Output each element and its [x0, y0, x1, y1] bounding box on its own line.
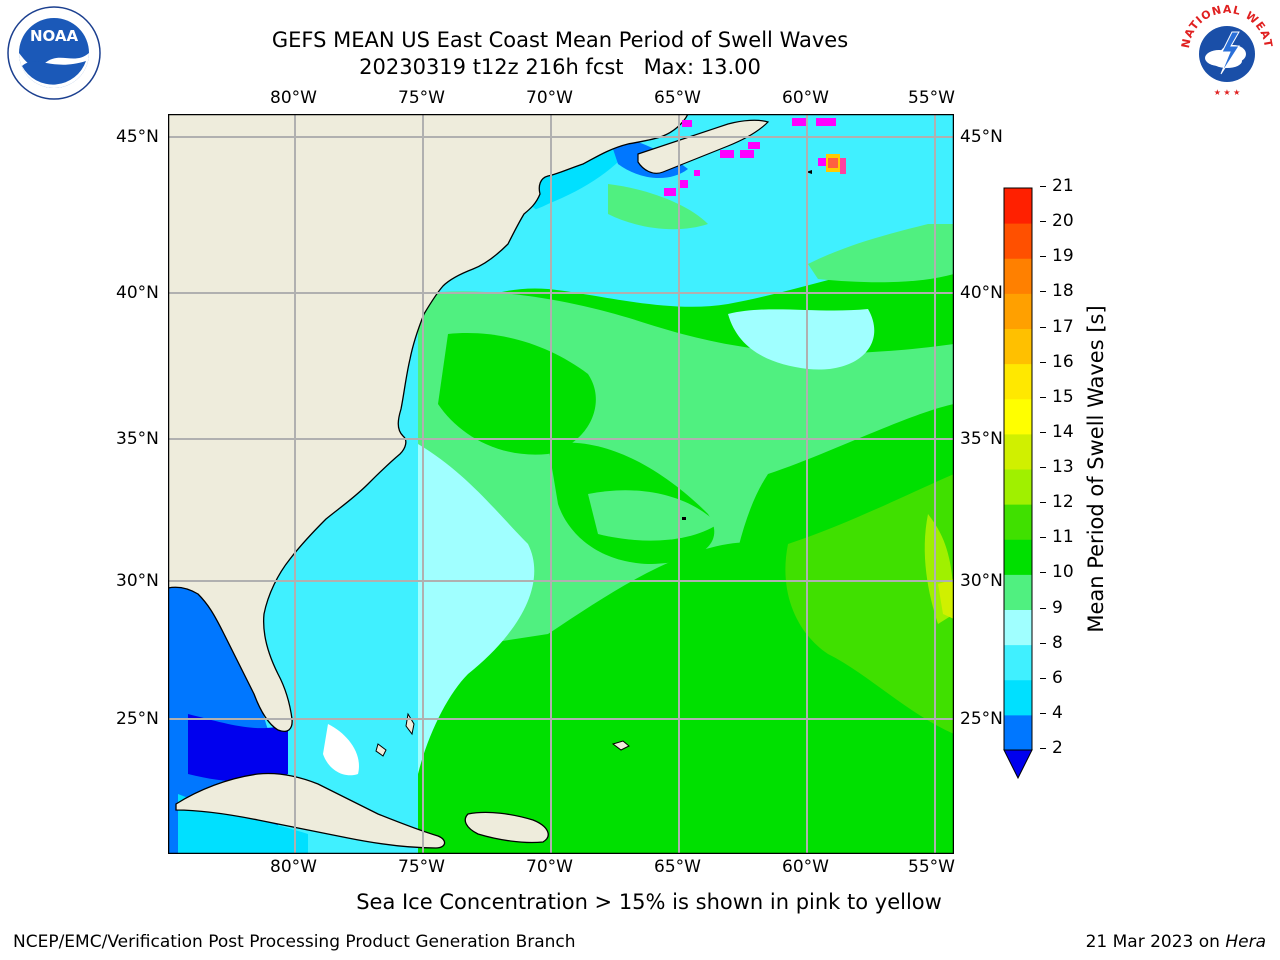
colorbar-tick-label: 10: [1052, 562, 1074, 583]
lat-label-left-40n: 40°N: [116, 283, 159, 303]
map-title: GEFS MEAN US East Coast Mean Period of S…: [271, 28, 849, 52]
colorbar-tick-mark: [1040, 431, 1046, 433]
colorbar-tick-label: 14: [1052, 421, 1074, 442]
lon-label-top-70w: 70°W: [526, 88, 573, 108]
svg-text:★ ★ ★: ★ ★ ★: [1214, 88, 1241, 97]
land-hispaniola: [464, 811, 549, 844]
land-cuba: [175, 772, 446, 849]
footer-credit: NCEP/EMC/Verification Post Processing Pr…: [13, 932, 576, 952]
colorbar-tick-label: 21: [1052, 176, 1074, 196]
colorbar-extend-triangle: [1003, 749, 1033, 780]
colorbar-band: [1004, 714, 1032, 751]
colorbar-tick-label: 15: [1052, 386, 1074, 407]
land-us-east: [168, 114, 689, 733]
land-nova-scotia: [637, 119, 770, 174]
lat-label-right-25n: 25°N: [960, 709, 1003, 729]
lon-label-top-65w: 65°W: [654, 88, 701, 108]
noaa-logo-text: NOAA: [30, 27, 79, 45]
colorbar-band: [1004, 433, 1032, 470]
footer-date: 21 Mar 2023 on Hera: [1086, 932, 1266, 952]
lon-label-bottom-75w: 75°W: [398, 857, 445, 877]
swell-period-map: [167, 113, 955, 855]
colorbar-band: [1004, 363, 1032, 400]
colorbar-tick-label: 17: [1052, 316, 1074, 337]
colorbar-tick-label: 11: [1052, 527, 1074, 548]
map-panel: [167, 113, 955, 855]
colorbar-tick-mark: [1040, 642, 1046, 644]
colorbar-tick-mark: [1040, 677, 1046, 679]
colorbar-tick-label: 19: [1052, 246, 1074, 267]
colorbar-band: [1004, 398, 1032, 435]
map-grid: [168, 114, 954, 854]
lon-label-bottom-65w: 65°W: [654, 857, 701, 877]
colorbar-tick-label: 12: [1052, 492, 1074, 513]
lat-label-right-45n: 45°N: [960, 127, 1003, 147]
colorbar-tick-mark: [1040, 221, 1046, 223]
colorbar-tick-mark: [1040, 572, 1046, 574]
colorbar-tick-mark: [1040, 748, 1046, 749]
colorbar-tick-mark: [1040, 467, 1046, 468]
colorbar-tick-label: 18: [1052, 281, 1074, 302]
colorbar-band: [1004, 258, 1032, 294]
colorbar: [1000, 186, 1036, 786]
map-subtitle: 20230319 t12z 216h fcst Max: 13.00: [359, 55, 761, 79]
footer-date-text: 21 Mar 2023 on: [1085, 932, 1226, 952]
colorbar-ticks: 2 4 6 8 9 10 11 12 13 14 15 16 17 18 19 20 21: [1040, 176, 1100, 768]
colorbar-tick-label: 20: [1052, 211, 1074, 232]
lon-label-top-80w: 80°W: [270, 88, 317, 108]
colorbar-tick-label: 8: [1052, 632, 1063, 653]
colorbar-tick-mark: [1040, 537, 1046, 539]
lat-label-left-45n: 45°N: [116, 127, 159, 147]
colorbar-band: [1004, 293, 1032, 329]
colorbar-label: Mean Period of Swell Waves [s]: [1084, 305, 1108, 633]
colorbar-band: [1004, 469, 1032, 505]
colorbar-tick-mark: [1040, 712, 1046, 714]
colorbar-tick-mark: [1040, 396, 1046, 398]
lon-label-bottom-55w: 55°W: [908, 857, 955, 877]
colorbar-tick-mark: [1040, 291, 1046, 293]
colorbar-tick-label: 13: [1052, 457, 1074, 477]
colorbar-tick-mark: [1040, 502, 1046, 504]
lon-label-bottom-70w: 70°W: [526, 857, 573, 877]
footer-machine: Hera: [1225, 932, 1266, 952]
colorbar-band: [1004, 644, 1032, 681]
colorbar-band: [1004, 539, 1032, 575]
colorbar-band: [1004, 188, 1032, 224]
lon-label-bottom-80w: 80°W: [270, 857, 317, 877]
lon-label-top-75w: 75°W: [398, 88, 445, 108]
lat-label-left-35n: 35°N: [116, 429, 159, 449]
colorbar-tick-label: 4: [1052, 702, 1063, 723]
lon-label-bottom-60w: 60°W: [782, 857, 829, 877]
colorbar-band: [1004, 328, 1032, 365]
colorbar-band: [1004, 504, 1032, 540]
colorbar-tick-label: 6: [1052, 667, 1063, 688]
colorbar-band: [1004, 223, 1032, 259]
colorbar-tick-mark: [1040, 361, 1046, 363]
lon-label-top-55w: 55°W: [908, 88, 955, 108]
colorbar-tick-label: 16: [1052, 351, 1074, 372]
colorbar-tick-label: 9: [1052, 597, 1063, 618]
colorbar-tick-mark: [1040, 186, 1046, 187]
nws-logo: NATIONAL WEATHER SERVICE ★ ★ ★: [1172, 0, 1277, 100]
colorbar-tick-mark: [1040, 607, 1046, 609]
lat-label-right-35n: 35°N: [960, 429, 1003, 449]
colorbar-tick-mark: [1040, 256, 1046, 258]
colorbar-band: [1004, 679, 1032, 716]
colorbar-tick-mark: [1040, 326, 1046, 328]
colorbar-tick-label: 2: [1052, 738, 1063, 758]
colorbar-band: [1004, 609, 1032, 646]
colorbar-band: [1004, 574, 1032, 610]
lat-label-left-25n: 25°N: [116, 709, 159, 729]
lat-label-right-40n: 40°N: [960, 283, 1003, 303]
lon-label-top-60w: 60°W: [782, 88, 829, 108]
colorbar-swatches: [1003, 187, 1033, 780]
lat-label-left-30n: 30°N: [116, 571, 159, 591]
sea-ice-caption: Sea Ice Concentration > 15% is shown in …: [356, 890, 942, 914]
lat-label-right-30n: 30°N: [960, 571, 1003, 591]
sea-ice-markers: [664, 118, 846, 196]
noaa-logo: NOAA: [4, 6, 104, 100]
